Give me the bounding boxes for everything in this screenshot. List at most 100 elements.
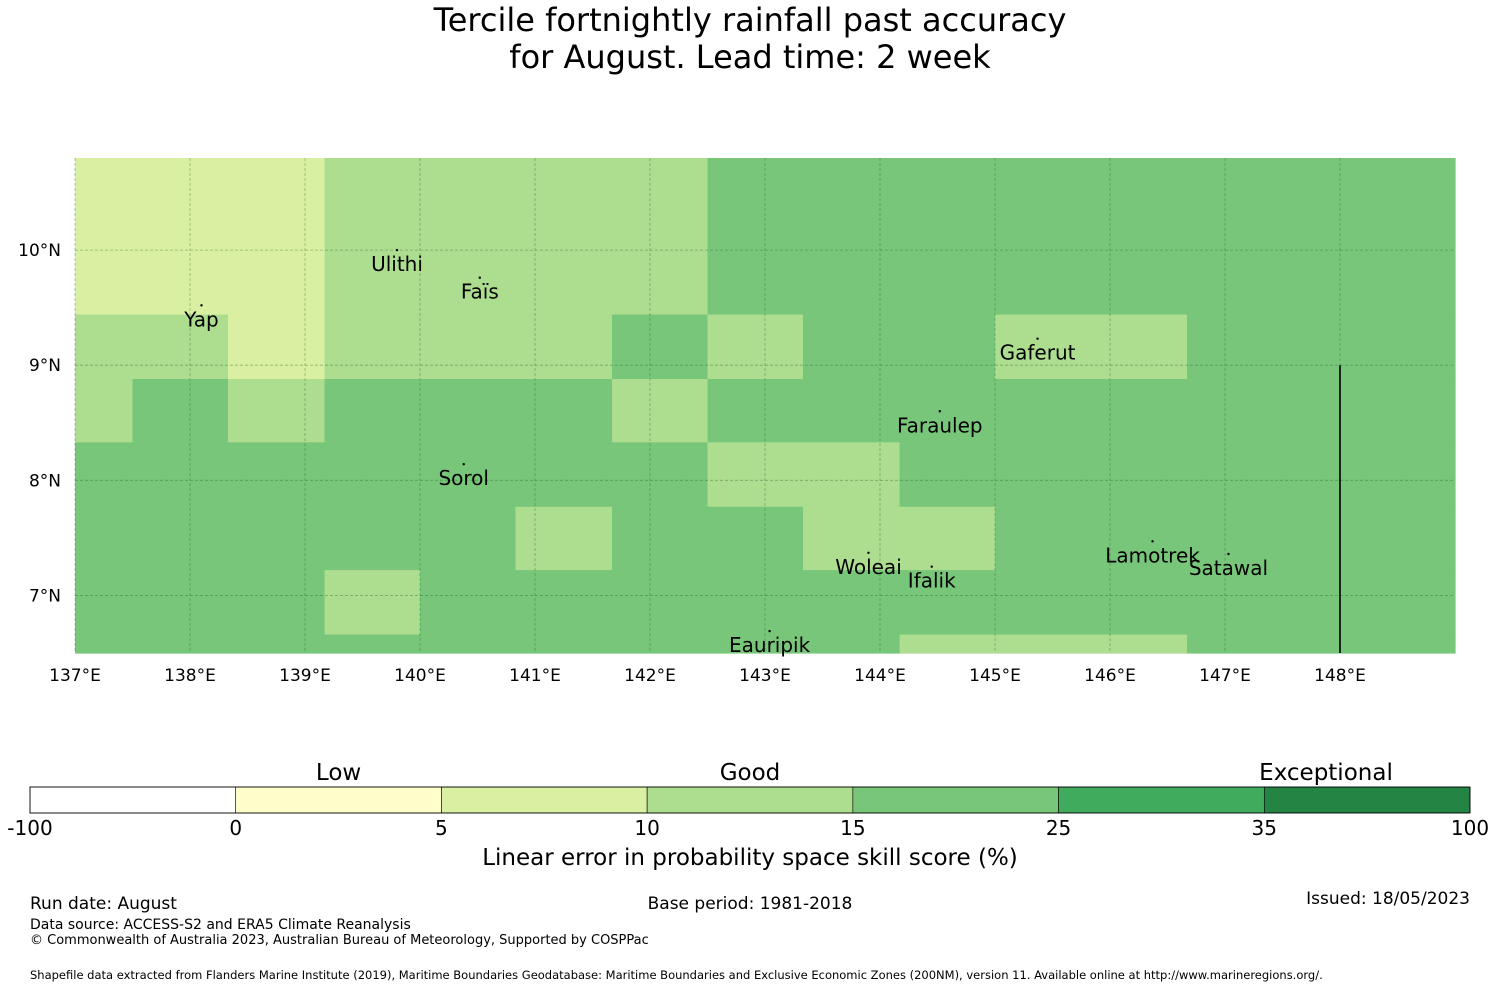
grid-cell (515, 506, 613, 571)
grid-cell (324, 506, 421, 571)
longitude-label: 137°E (49, 666, 101, 686)
grid-cell (75, 158, 134, 316)
grid-cell (1187, 442, 1284, 508)
colorbar-title: Linear error in probability space skill … (482, 845, 1018, 871)
longitude-label: 144°E (854, 666, 906, 686)
colorbar-tick-label: 10 (634, 816, 660, 840)
grid-cell (802, 570, 901, 636)
run-date: Run date: August (30, 894, 177, 914)
island-marker (938, 410, 941, 413)
grid-cell (707, 314, 804, 380)
island-marker (1151, 540, 1154, 543)
grid-cell (707, 158, 804, 316)
grid-cell (132, 506, 229, 571)
grid-cell (420, 442, 517, 508)
grid-cell (612, 158, 709, 316)
colorbar-bin (235, 786, 442, 814)
grid-cell (1282, 158, 1379, 316)
grid-cell (1187, 570, 1284, 636)
colorbar-category-label: Good (719, 760, 781, 786)
colorbar-category-label: Low (315, 760, 362, 786)
grid-cell (420, 634, 517, 654)
island-label: Eauripik (729, 633, 811, 657)
grid-cell (75, 379, 134, 443)
grid-cell (1090, 634, 1188, 654)
grid-cell (802, 442, 901, 508)
island-marker (867, 551, 870, 555)
grid-cell (612, 379, 709, 443)
grid-cell (132, 314, 229, 380)
grid-cell (75, 314, 134, 380)
grid-cell (802, 314, 901, 380)
grid-cell (420, 570, 517, 636)
longitude-label: 146°E (1084, 666, 1136, 686)
longitude-label: 148°E (1314, 666, 1366, 686)
grid-cell (75, 634, 134, 654)
grid-cell (612, 314, 709, 380)
longitude-label: 138°E (164, 666, 216, 686)
grid-cell (802, 158, 901, 316)
grid-cell (324, 158, 421, 316)
grid-cell (515, 442, 613, 508)
island-marker (1036, 337, 1039, 340)
colorbar-bin (1263, 786, 1471, 814)
grid-cell (1282, 442, 1379, 508)
grid-cell (324, 442, 421, 508)
shapefile-credit: Shapefile data extracted from Flanders M… (30, 968, 1323, 982)
grid-cell (227, 506, 326, 571)
colorbar-bin (441, 786, 648, 814)
grid-cell (995, 442, 1092, 508)
latitude-label: 7°N (29, 586, 61, 606)
grid-cell (612, 634, 709, 654)
grid-cell (515, 634, 613, 654)
grid-cell (1282, 570, 1379, 636)
issued-date: Issued: 18/05/2023 (1306, 889, 1470, 909)
island-label: Sorol (438, 466, 489, 490)
longitude-label: 147°E (1199, 666, 1251, 686)
grid-cell (1187, 379, 1284, 443)
title-line-1: Tercile fortnightly rainfall past accura… (433, 1, 1067, 39)
grid-cell (1377, 634, 1456, 654)
grid-cell (899, 634, 996, 654)
longitude-label: 142°E (624, 666, 676, 686)
grid-cell (1377, 570, 1456, 636)
copyright-notice: © Commonwealth of Australia 2023, Austra… (30, 933, 649, 948)
island-label: Gaferut (1000, 341, 1076, 365)
grid-cell (899, 314, 996, 380)
island-marker (478, 276, 481, 279)
grid-cell (1377, 314, 1456, 380)
grid-cell (1377, 158, 1456, 316)
map-gridlines (74, 158, 1455, 653)
grid-cell (707, 442, 804, 508)
island-marker (930, 565, 933, 568)
longitude-label: 140°E (394, 666, 446, 686)
island-marker (768, 629, 771, 633)
island-marker (200, 304, 203, 307)
skill-grid-cells (75, 158, 1456, 654)
grid-cell (1282, 634, 1379, 654)
grid-cell (995, 506, 1092, 571)
grid-cell (132, 570, 229, 636)
grid-cell (227, 634, 326, 654)
island-label: Woleai (835, 555, 902, 579)
grid-cell (227, 158, 326, 316)
grid-cell (899, 506, 996, 571)
latitude-label: 10°N (18, 241, 61, 261)
grid-cell (802, 634, 901, 654)
grid-cell (324, 314, 421, 380)
grid-cell (995, 158, 1092, 316)
grid-cell (75, 570, 134, 636)
title-line-2: for August. Lead time: 2 week (509, 38, 991, 76)
grid-cell (75, 442, 134, 508)
island-label: Ulithi (371, 252, 423, 276)
grid-cell (995, 570, 1092, 636)
colorbar (29, 786, 1471, 814)
grid-cell (1090, 506, 1188, 571)
map-title: Tercile fortnightly rainfall past accura… (0, 2, 1500, 76)
grid-cell (1090, 379, 1188, 443)
grid-cell (1090, 314, 1188, 380)
grid-cell (132, 379, 229, 443)
grid-cell (420, 379, 517, 443)
grid-cell (324, 379, 421, 443)
latitude-label: 9°N (29, 356, 61, 376)
